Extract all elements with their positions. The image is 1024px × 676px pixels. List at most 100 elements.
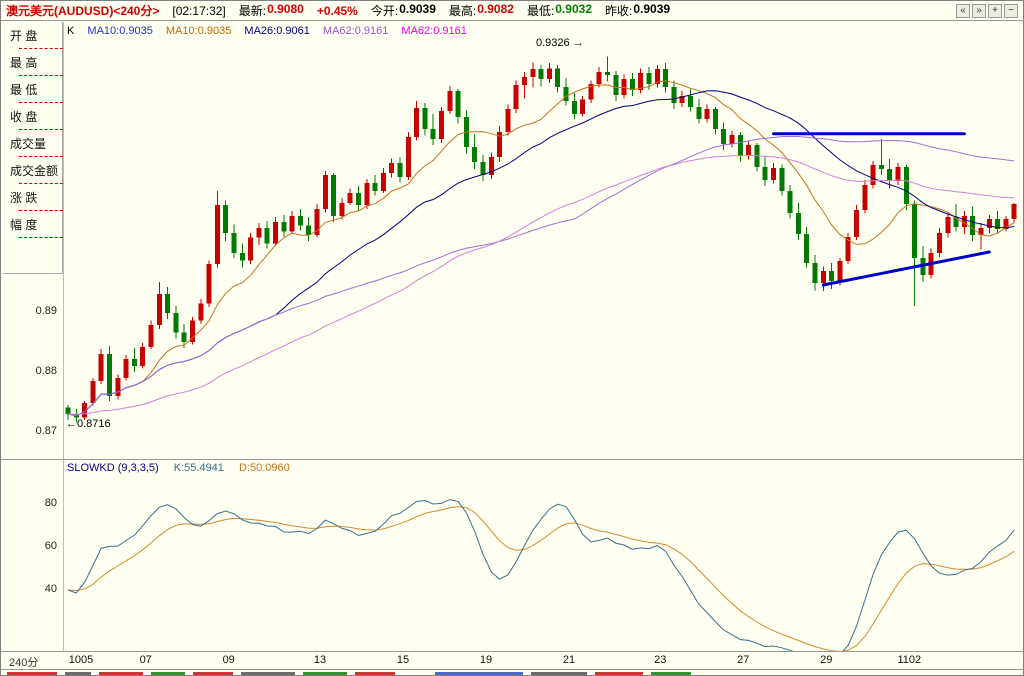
empty-value-dash — [19, 48, 63, 49]
quote-fields-sidebar: 开 盘 最 高 最 低 收 盘 成交量 成交金额 涨 跌 幅 度 — [3, 22, 63, 274]
candle-body — [970, 216, 976, 236]
candle-body — [804, 234, 810, 263]
candle-body — [513, 85, 519, 110]
candle-body — [347, 193, 353, 203]
zoom-out-icon[interactable]: − — [1004, 3, 1018, 18]
sidebar-field-range: 幅 度 — [3, 211, 63, 238]
candle-body — [98, 354, 104, 381]
candle-body — [372, 183, 378, 191]
slowkd-chart[interactable] — [64, 460, 1023, 651]
status-text-fragment — [241, 672, 295, 675]
candle-body — [123, 358, 129, 378]
candle-body — [256, 228, 262, 238]
kd-tick: 40 — [44, 583, 57, 595]
status-text-fragment — [99, 672, 143, 675]
ma62-label-b: MA62:0.9161 — [401, 25, 467, 37]
status-text-fragment — [651, 672, 691, 675]
time-axis: 1005 07 09 13 15 19 21 23 27 29 1102 — [63, 652, 1023, 668]
candle-body — [580, 99, 586, 114]
kd-tick: 60 — [44, 540, 57, 552]
candle-body — [422, 108, 428, 129]
candle-body — [746, 145, 752, 156]
candle-body — [903, 166, 909, 204]
candle-body — [314, 208, 320, 236]
candle-body — [912, 204, 918, 258]
candle-body — [555, 68, 561, 87]
candle-body — [364, 183, 370, 206]
candle-body — [472, 147, 478, 162]
candle-body — [646, 73, 652, 84]
candle-body — [190, 320, 195, 342]
x-axis-label: 09 — [222, 654, 235, 666]
price-tick: 0.88 — [35, 365, 57, 377]
candle-body — [156, 294, 162, 326]
candle-body — [937, 232, 942, 254]
candle-body — [787, 190, 793, 213]
candle-body — [829, 271, 835, 281]
sidebar-field-high: 最 高 — [3, 49, 63, 76]
zoom-in-icon[interactable]: + — [988, 3, 1002, 18]
candle-body — [248, 237, 254, 261]
x-axis-label: 15 — [396, 654, 410, 666]
field-change-pct: +0.45% — [316, 3, 358, 18]
candle-body — [289, 216, 295, 232]
sidebar-field-open: 开 盘 — [3, 22, 63, 49]
empty-value-dash — [19, 75, 63, 76]
candle-body — [563, 87, 569, 101]
candle-body — [654, 69, 660, 84]
candle-body — [356, 193, 361, 206]
candle-body — [389, 163, 395, 173]
candle-body — [712, 109, 718, 129]
scroll-left-icon[interactable]: « — [956, 3, 970, 18]
candle-body — [663, 69, 669, 87]
candle-body — [820, 271, 826, 284]
candle-body — [455, 91, 461, 117]
scroll-right-icon[interactable]: » — [972, 3, 986, 18]
x-axis-label: 1005 — [68, 654, 94, 666]
slowkd-name: SLOWKD (9,3,3,5) — [67, 462, 159, 474]
candle-body — [65, 407, 71, 414]
candle-body — [696, 106, 702, 119]
x-axis-label: 1102 — [897, 654, 922, 666]
candle-body — [107, 354, 112, 396]
d-value-label: D:50.0960 — [238, 462, 290, 474]
candle-body — [837, 261, 843, 281]
ma62-line — [67, 136, 1015, 417]
x-axis-label: 29 — [820, 654, 833, 666]
ma10-label-b: MA10:0.9035 — [165, 25, 232, 37]
axis-divider — [1, 651, 1023, 652]
empty-value-dash — [19, 156, 63, 157]
status-text-fragment — [531, 672, 587, 675]
sidebar-field-close: 收 盘 — [3, 103, 63, 130]
candle-body — [588, 84, 594, 100]
candle-body — [405, 136, 411, 177]
status-bar — [1, 669, 1023, 675]
field-high: 最高: 0.9082 — [448, 2, 514, 18]
empty-value-dash — [19, 210, 63, 211]
sidebar-field-change: 涨 跌 — [3, 184, 63, 211]
candle-body — [414, 108, 420, 137]
candle-body — [862, 184, 868, 210]
status-text-fragment — [435, 672, 523, 675]
candle-body — [887, 169, 893, 182]
x-axis-label: 13 — [313, 654, 327, 666]
status-text-fragment — [595, 672, 643, 675]
candle-body — [82, 403, 88, 418]
candle-body — [995, 219, 1001, 230]
period-label: 240分 — [9, 657, 39, 669]
kd-label-row: SLOWKD (9,3,3,5) K:55.4941 D:50.0960 — [67, 462, 302, 474]
candle-body — [214, 205, 220, 264]
candle-body — [239, 253, 245, 261]
candle-body — [845, 237, 851, 261]
candle-body — [339, 202, 345, 216]
candle-body — [206, 264, 212, 304]
candle-body — [173, 313, 179, 333]
ma26-line — [67, 90, 1015, 417]
kd-tick: 80 — [44, 497, 57, 509]
x-axis-label: 23 — [654, 654, 667, 666]
price-tick: 0.87 — [35, 425, 57, 437]
candlestick-chart[interactable]: 0.9326 → ←0.8716 — [64, 22, 1023, 459]
symbol-title: 澳元美元(AUDUSD)<240分> — [6, 4, 160, 18]
candle-body — [945, 217, 951, 233]
trendline[interactable] — [821, 250, 991, 287]
